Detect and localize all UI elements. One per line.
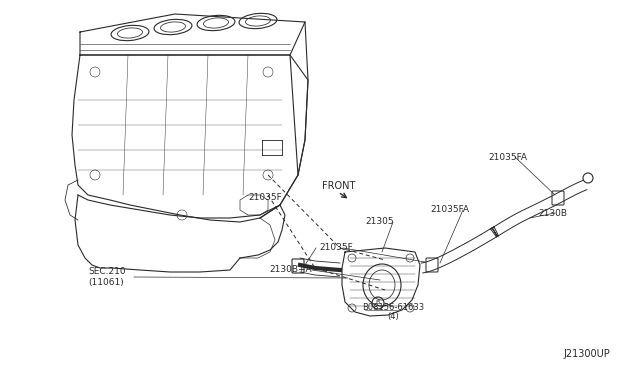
Text: SEC.210: SEC.210 [88, 267, 125, 276]
Text: 2130B: 2130B [538, 208, 567, 218]
Text: 21035F: 21035F [248, 193, 282, 202]
Text: (4): (4) [387, 312, 399, 321]
Text: 21035FA: 21035FA [488, 153, 527, 161]
Text: J21300UP: J21300UP [563, 349, 610, 359]
Text: 21305: 21305 [365, 218, 394, 227]
Text: 21035F: 21035F [319, 244, 353, 253]
Text: 21035FA: 21035FA [430, 205, 469, 215]
Text: FRONT: FRONT [322, 181, 355, 191]
Text: (11061): (11061) [88, 278, 124, 286]
Text: B08156-61633: B08156-61633 [362, 302, 424, 311]
Text: B: B [376, 301, 380, 305]
Text: 2130B+A: 2130B+A [269, 266, 312, 275]
